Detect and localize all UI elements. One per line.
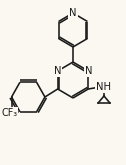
Text: NH: NH — [96, 82, 111, 92]
Text: CF₃: CF₃ — [2, 108, 18, 118]
Text: N: N — [54, 66, 61, 76]
Text: N: N — [85, 66, 92, 76]
Text: N: N — [69, 8, 77, 18]
